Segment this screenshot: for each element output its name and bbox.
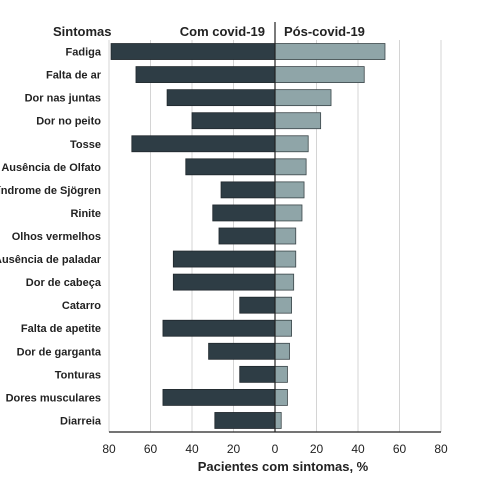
bar-com-covid [239,296,276,314]
category-label: Falta de ar [46,70,102,82]
bar-pos-covid [274,43,386,60]
category-label: Ausência de Olfato [1,162,101,174]
category-label: Falta de apetite [21,323,101,335]
x-tick-label: 40 [185,442,199,456]
category-label: Dor de cabeça [26,277,102,289]
bar-pos-covid [274,66,365,83]
category-label: Dor nas juntas [25,93,101,105]
category-label: Síndrome de Sjögren [0,185,101,197]
bar-pos-covid [274,365,288,383]
bar-pos-covid [274,158,307,176]
bar-com-covid [162,389,276,406]
bar-com-covid [110,43,276,60]
bar-com-covid [212,204,276,222]
bar-com-covid [166,89,276,107]
bar-pos-covid [274,296,293,314]
bar-pos-covid [274,112,322,130]
category-label: Catarro [62,300,101,312]
x-tick-label: 20 [227,442,241,456]
category-label: Rinite [70,208,101,220]
x-tick-label: 60 [393,442,407,456]
bar-pos-covid [274,135,309,153]
bar-pos-covid [274,412,282,429]
bar-com-covid [162,319,276,337]
category-label: Dor no peito [36,116,101,128]
x-tick-label: 0 [272,442,279,456]
bar-com-covid [172,273,276,291]
tick-labels: 80 60 40 20 0 20 40 60 80 [102,442,448,456]
bar-pos-covid [274,227,297,245]
bar-com-covid [239,365,276,383]
category-label: Diarreia [60,415,102,427]
x-tick-label: 40 [351,442,365,456]
x-axis-label: Pacientes com sintomas, % [198,459,369,474]
category-label: Olhos vermelhos [12,231,101,243]
axes [109,22,441,433]
category-label: Dores musculares [6,392,101,404]
category-labels: Fadiga Falta de ar Dor nas juntas Dor no pe… [0,47,102,428]
category-label: Ausência de paladar [0,254,102,266]
category-label: Tonturas [55,369,101,381]
bar-com-covid [185,158,276,176]
x-tick-label: 20 [310,442,324,456]
bar-com-covid [172,250,276,268]
bar-pos-covid [274,181,305,199]
bar-pos-covid [274,389,288,406]
x-tick-label: 80 [434,442,448,456]
header-left: Com covid-19 [180,24,265,39]
category-label: Tosse [70,139,101,151]
bar-com-covid [220,181,276,199]
bar-pos-covid [274,89,332,107]
bar-pos-covid [274,250,297,268]
x-tick-label: 80 [102,442,116,456]
bar-pos-covid [274,342,290,360]
bars [110,43,386,429]
category-label: Dor de garganta [17,346,102,358]
bar-com-covid [218,227,276,245]
bar-com-covid [191,112,276,130]
bar-pos-covid [274,319,293,337]
bar-com-covid [135,66,276,83]
header-right: Pós-covid-19 [284,24,365,39]
header-categories: Sintomas [53,24,112,39]
bar-com-covid [131,135,276,153]
category-label: Fadiga [66,47,102,59]
bar-com-covid [208,342,276,360]
bar-pos-covid [274,273,295,291]
bar-com-covid [214,412,276,429]
x-tick-label: 60 [144,442,158,456]
bar-pos-covid [274,204,303,222]
